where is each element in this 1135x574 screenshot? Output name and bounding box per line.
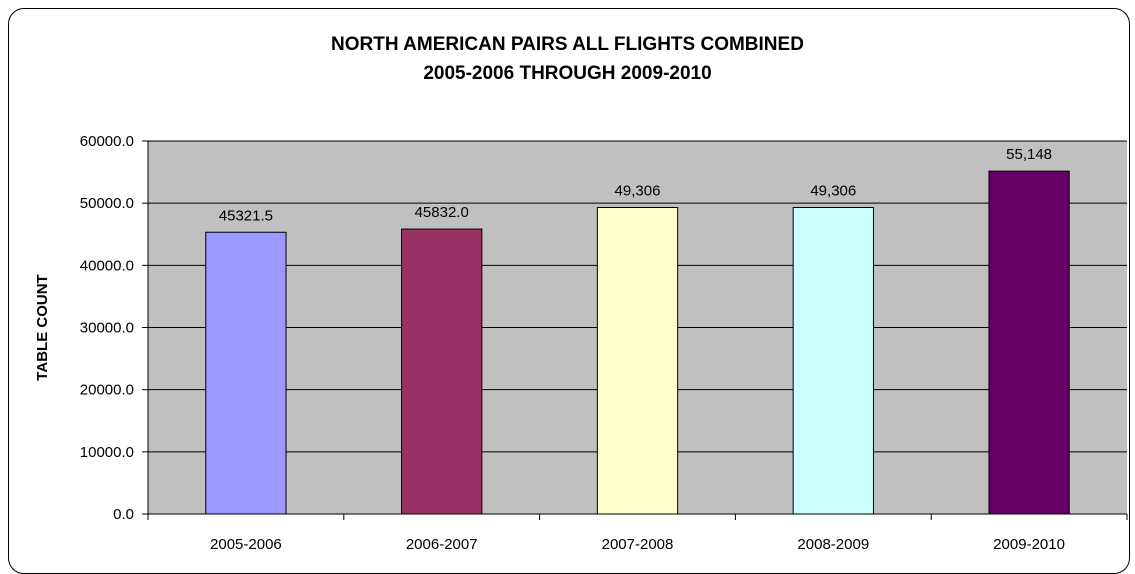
y-axis-title: TABLE COUNT [34, 274, 51, 380]
x-tick-label: 2008-2009 [797, 536, 869, 553]
bar-2005-2006 [205, 231, 287, 515]
data-label: 55,148 [1006, 146, 1052, 163]
data-label: 45321.5 [219, 207, 273, 224]
bar-2006-2007 [401, 228, 483, 515]
y-tick-label: 40000.0 [80, 257, 134, 274]
chart-title-line-1: NORTH AMERICAN PAIRS ALL FLIGHTS COMBINE… [331, 34, 804, 55]
x-tick-label: 2009-2010 [993, 536, 1065, 553]
x-tick-label: 2007-2008 [602, 536, 674, 553]
data-label: 49,306 [615, 182, 661, 199]
x-tick-label: 2005-2006 [210, 536, 282, 553]
y-tick-label: 20000.0 [80, 382, 134, 399]
bar-2009-2010 [988, 170, 1070, 515]
labels: 0.0 10000.0 20000.0 30000.0 40000.0 50000.0 60… [80, 133, 1065, 553]
bar-2007-2008 [596, 206, 679, 515]
data-label: 45832.0 [415, 204, 469, 221]
y-tick-label: 0.0 [113, 506, 134, 523]
bars [205, 170, 1070, 515]
y-tick-label: 50000.0 [80, 195, 134, 212]
x-tick-label: 2006-2007 [406, 536, 478, 553]
y-tick-label: 60000.0 [80, 133, 134, 150]
data-label: 49,306 [810, 182, 856, 199]
axes [142, 140, 1128, 520]
y-tick-label: 30000.0 [80, 320, 134, 337]
bar-2008-2009 [792, 206, 874, 515]
chart-title-line-2: 2005-2006 THROUGH 2009-2010 [423, 63, 712, 84]
y-tick-label: 10000.0 [80, 444, 134, 461]
